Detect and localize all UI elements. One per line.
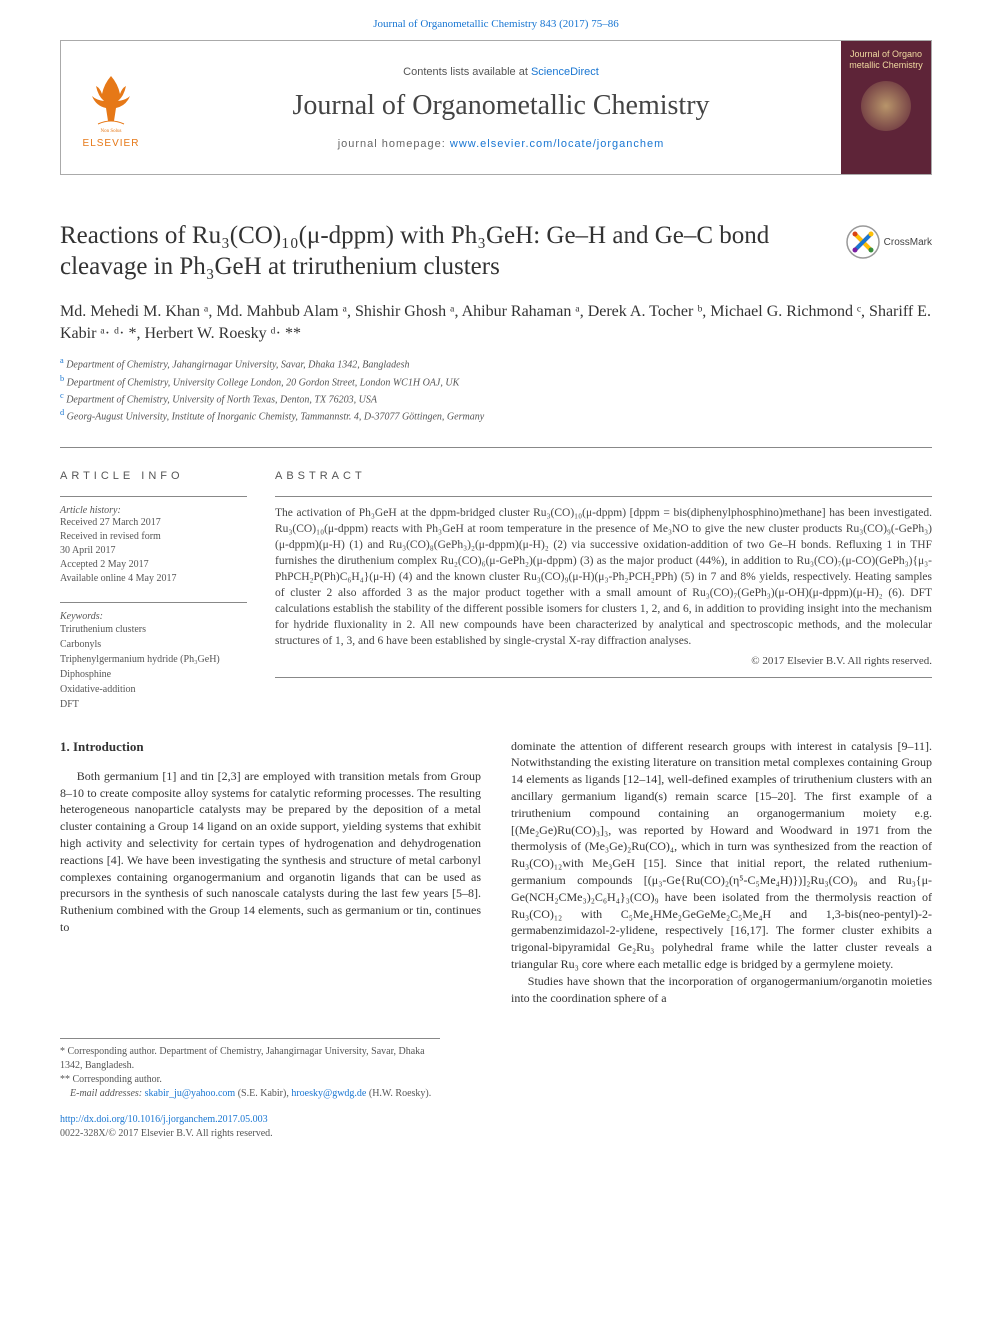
- article-info-heading: ARTICLE INFO: [60, 470, 247, 482]
- abstract-heading: ABSTRACT: [275, 470, 932, 482]
- history-line: Received 27 March 2017: [60, 516, 247, 530]
- body-column-right: dominate the attention of different rese…: [511, 738, 932, 1007]
- history-lines: Received 27 March 2017 Received in revis…: [60, 516, 247, 586]
- affiliations: a Department of Chemistry, Jahangirnagar…: [60, 355, 932, 424]
- history-line: Accepted 2 May 2017: [60, 558, 247, 572]
- email-line: E-mail addresses: skabir_ju@yahoo.com (S…: [60, 1087, 440, 1101]
- author-list: Md. Mehedi M. Khan ᵃ, Md. Mahbub Alam ᵃ,…: [60, 301, 932, 346]
- sciencedirect-link[interactable]: ScienceDirect: [531, 66, 599, 78]
- email-link-1[interactable]: skabir_ju@yahoo.com: [145, 1088, 236, 1099]
- crossmark-badge[interactable]: CrossMark: [845, 224, 932, 260]
- abstract-copyright: © 2017 Elsevier B.V. All rights reserved…: [275, 655, 932, 667]
- intro-heading: 1. Introduction: [60, 738, 481, 756]
- affiliation-c: c Department of Chemistry, University of…: [60, 390, 932, 407]
- affiliation-b: b Department of Chemistry, University Co…: [60, 373, 932, 390]
- affiliation-a: a Department of Chemistry, Jahangirnagar…: [60, 355, 932, 372]
- history-line: Available online 4 May 2017: [60, 572, 247, 586]
- corresponding-author-2: ** Corresponding author.: [60, 1073, 440, 1087]
- history-label: Article history:: [60, 505, 247, 516]
- keyword: Triphenylgermanium hydride (Ph₃GeH): [60, 652, 247, 667]
- doi-link[interactable]: http://dx.doi.org/10.1016/j.jorganchem.2…: [60, 1114, 268, 1125]
- email-who-2: (H.W. Roesky).: [369, 1088, 431, 1099]
- issn-copyright: 0022-328X/© 2017 Elsevier B.V. All right…: [60, 1128, 273, 1139]
- contents-prefix: Contents lists available at: [403, 66, 531, 78]
- footnotes: * Corresponding author. Department of Ch…: [60, 1038, 440, 1101]
- affiliation-d: d Georg-August University, Institute of …: [60, 407, 932, 424]
- crossmark-label: CrossMark: [884, 237, 932, 248]
- doi-block: http://dx.doi.org/10.1016/j.jorganchem.2…: [60, 1113, 932, 1141]
- elsevier-tree-icon: Non Solus: [76, 66, 146, 136]
- keyword: Diphosphine: [60, 667, 247, 682]
- body-paragraph: Studies have shown that the incorporatio…: [511, 973, 932, 1007]
- journal-cover-thumbnail: Journal of Organo metallic Chemistry: [841, 41, 931, 174]
- running-header: Journal of Organometallic Chemistry 843 …: [0, 0, 992, 40]
- body-paragraph: dominate the attention of different rese…: [511, 738, 932, 973]
- email-link-2[interactable]: hroesky@gwdg.de: [291, 1088, 366, 1099]
- divider: [275, 677, 932, 678]
- journal-name: Journal of Organometallic Chemistry: [292, 90, 709, 122]
- history-line: Received in revised form: [60, 530, 247, 544]
- body-columns: 1. Introduction Both germanium [1] and t…: [60, 738, 932, 1007]
- crossmark-icon: [845, 224, 881, 260]
- contents-available-line: Contents lists available at ScienceDirec…: [403, 66, 599, 78]
- keyword: Carbonyls: [60, 637, 247, 652]
- homepage-prefix: journal homepage:: [338, 138, 450, 150]
- article-title: Reactions of Ru₃(CO)₁₀(μ-dppm) with Ph₃G…: [60, 220, 825, 283]
- corresponding-author-1: * Corresponding author. Department of Ch…: [60, 1045, 440, 1073]
- abstract-panel: ABSTRACT The activation of Ph₃GeH at the…: [275, 448, 932, 712]
- elsevier-logo: Non Solus ELSEVIER: [61, 41, 161, 174]
- publisher-name: ELSEVIER: [83, 138, 140, 149]
- keywords-label: Keywords:: [60, 611, 247, 622]
- email-label: E-mail addresses:: [70, 1088, 142, 1099]
- cover-graphic-icon: [861, 81, 911, 131]
- banner-center: Contents lists available at ScienceDirec…: [161, 41, 841, 174]
- svg-text:Non Solus: Non Solus: [101, 129, 122, 134]
- journal-banner: Non Solus ELSEVIER Contents lists availa…: [60, 40, 932, 175]
- journal-homepage-link[interactable]: www.elsevier.com/locate/jorganchem: [450, 138, 664, 150]
- cover-title: Journal of Organo metallic Chemistry: [845, 49, 927, 71]
- article-info-panel: ARTICLE INFO Article history: Received 2…: [60, 448, 275, 712]
- history-line: 30 April 2017: [60, 544, 247, 558]
- journal-issue-link[interactable]: Journal of Organometallic Chemistry 843 …: [373, 18, 618, 30]
- keyword: DFT: [60, 697, 247, 712]
- email-who-1: (S.E. Kabir),: [238, 1088, 289, 1099]
- abstract-text: The activation of Ph₃GeH at the dppm-bri…: [275, 505, 932, 650]
- body-column-left: 1. Introduction Both germanium [1] and t…: [60, 738, 481, 1007]
- body-paragraph: Both germanium [1] and tin [2,3] are emp…: [60, 768, 481, 936]
- keywords-list: Triruthenium clusters Carbonyls Tripheny…: [60, 622, 247, 712]
- keyword: Triruthenium clusters: [60, 622, 247, 637]
- journal-homepage-line: journal homepage: www.elsevier.com/locat…: [338, 138, 665, 150]
- keyword: Oxidative-addition: [60, 682, 247, 697]
